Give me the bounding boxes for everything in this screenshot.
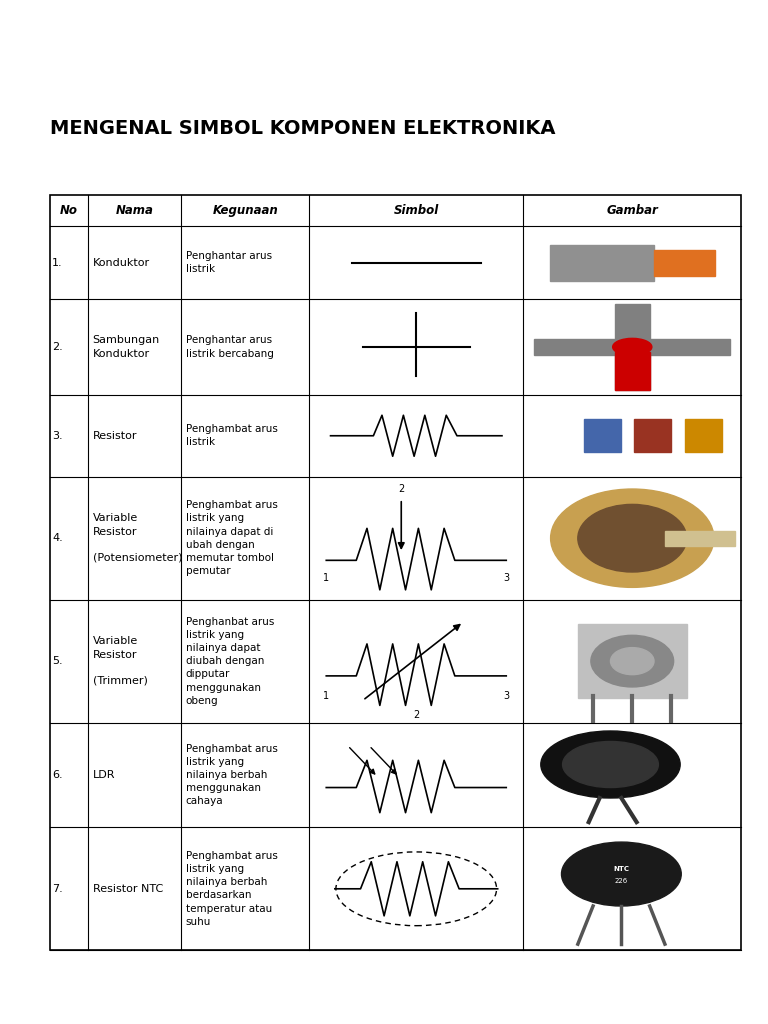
Ellipse shape bbox=[578, 505, 687, 572]
Bar bbox=[535, 420, 571, 453]
Bar bbox=[535, 339, 730, 354]
Text: LDR: LDR bbox=[92, 770, 115, 780]
Text: Penghambat arus
listrik yang
nilainya dapat di
ubah dengan
memutar tombol
pemuta: Penghambat arus listrik yang nilainya da… bbox=[186, 500, 278, 577]
Text: Sambungan
Konduktor: Sambungan Konduktor bbox=[92, 336, 160, 358]
Text: 3: 3 bbox=[503, 690, 509, 700]
Text: Penghambat arus
listrik: Penghambat arus listrik bbox=[186, 424, 278, 447]
Text: Variable
Resistor

(Trimmer): Variable Resistor (Trimmer) bbox=[92, 636, 147, 686]
Text: 5.: 5. bbox=[52, 656, 63, 667]
Text: 1: 1 bbox=[323, 690, 329, 700]
Text: Penghantar arus
listrik: Penghantar arus listrik bbox=[186, 251, 272, 274]
Ellipse shape bbox=[591, 635, 674, 687]
Text: 226: 226 bbox=[614, 879, 628, 885]
Text: 2: 2 bbox=[398, 484, 405, 494]
Bar bbox=[684, 420, 721, 453]
Text: Resistor: Resistor bbox=[92, 431, 137, 440]
Bar bbox=[578, 625, 687, 698]
Circle shape bbox=[613, 338, 652, 355]
Bar bbox=[550, 245, 654, 281]
Text: 2.: 2. bbox=[52, 342, 63, 352]
Circle shape bbox=[563, 741, 658, 787]
Text: Penghantar arus
listrik bercabang: Penghantar arus listrik bercabang bbox=[186, 336, 273, 358]
Text: Gambar: Gambar bbox=[607, 204, 658, 217]
Bar bbox=[584, 420, 621, 453]
Text: 2: 2 bbox=[413, 711, 419, 720]
Ellipse shape bbox=[336, 852, 497, 926]
Bar bbox=[665, 530, 734, 546]
Text: Penghambat arus
listrik yang
nilainya berbah
berdasarkan
temperatur atau
suhu: Penghambat arus listrik yang nilainya be… bbox=[186, 851, 278, 927]
Text: 6.: 6. bbox=[52, 770, 63, 780]
Text: 3: 3 bbox=[503, 572, 509, 583]
Text: Simbol: Simbol bbox=[394, 204, 439, 217]
Bar bbox=[50, 195, 741, 950]
Circle shape bbox=[541, 731, 680, 798]
Text: No: No bbox=[60, 204, 78, 217]
Text: 1.: 1. bbox=[52, 258, 63, 267]
Text: Variable
Resistor

(Potensiometer): Variable Resistor (Potensiometer) bbox=[92, 513, 182, 563]
Text: NTC: NTC bbox=[614, 866, 629, 872]
Text: Penghambat arus
listrik yang
nilainya berbah
menggunakan
cahaya: Penghambat arus listrik yang nilainya be… bbox=[186, 743, 278, 806]
Text: Resistor NTC: Resistor NTC bbox=[92, 884, 163, 894]
Text: 3.: 3. bbox=[52, 431, 63, 440]
Text: MENGENAL SIMBOL KOMPONEN ELEKTRONIKA: MENGENAL SIMBOL KOMPONEN ELEKTRONIKA bbox=[50, 119, 555, 137]
Text: Penghanbat arus
listrik yang
nilainya dapat
diubah dengan
dipputar
menggunakan
o: Penghanbat arus listrik yang nilainya da… bbox=[186, 616, 274, 706]
Ellipse shape bbox=[611, 647, 654, 675]
Text: Kegunaan: Kegunaan bbox=[212, 204, 278, 217]
Text: Konduktor: Konduktor bbox=[92, 258, 150, 267]
Text: 7.: 7. bbox=[52, 884, 63, 894]
Text: Nama: Nama bbox=[116, 204, 154, 217]
Bar bbox=[615, 351, 650, 390]
Bar bbox=[615, 304, 650, 390]
Bar bbox=[634, 420, 671, 453]
Ellipse shape bbox=[551, 489, 714, 588]
Ellipse shape bbox=[561, 842, 681, 906]
Text: 1: 1 bbox=[323, 572, 329, 583]
Bar bbox=[654, 250, 715, 275]
Text: 4.: 4. bbox=[52, 534, 63, 543]
